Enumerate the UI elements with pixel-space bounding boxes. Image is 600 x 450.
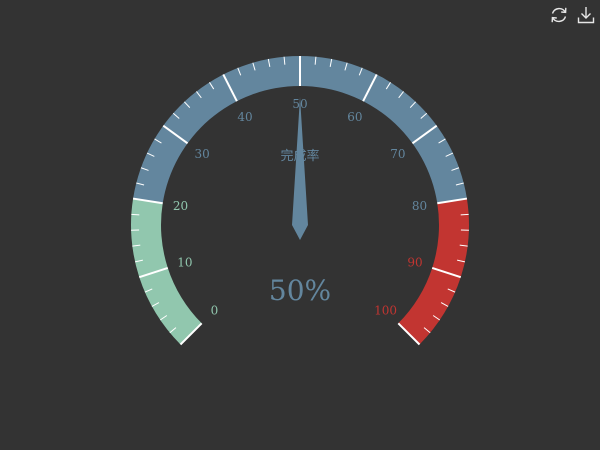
gauge-minor-tick	[447, 288, 456, 293]
download-icon-glyph	[577, 7, 595, 24]
gauge-tick-label: 0	[211, 304, 219, 318]
gauge-tick-label: 80	[412, 199, 427, 213]
gauge-minor-tick	[169, 327, 177, 334]
gauge-minor-tick	[196, 91, 202, 99]
gauge-band-0	[131, 198, 202, 345]
gauge-minor-tick	[445, 152, 454, 157]
gauge-detail-value: 50%	[269, 274, 331, 307]
gauge-tick-label: 100	[374, 304, 397, 318]
gauge-pointer	[292, 97, 308, 240]
gauge-minor-tick	[172, 112, 180, 119]
gauge-minor-tick	[252, 62, 256, 71]
gauge-tick-label: 30	[194, 147, 209, 161]
gauge-split-line	[132, 197, 163, 205]
gauge-split-lines	[132, 56, 468, 346]
gauge-minor-tick	[358, 67, 363, 76]
gauge-minor-tick	[420, 112, 428, 119]
gauge-split-line	[411, 124, 438, 145]
gauge-minor-tick	[423, 327, 431, 334]
gauge-minor-tick	[451, 167, 460, 171]
gauge-minor-tick	[409, 101, 417, 108]
gauge-minor-tick	[314, 56, 317, 65]
gauge-tick-label: 90	[407, 255, 422, 269]
gauge-minor-tick	[144, 288, 153, 293]
gauge-minor-tick	[459, 244, 468, 247]
gauge-minor-tick	[440, 302, 449, 307]
gauge-tick-labels: 0102030405060708090100	[173, 97, 427, 318]
download-icon[interactable]	[575, 4, 597, 26]
gauge-split-line	[397, 322, 421, 346]
gauge-split-line	[222, 73, 238, 102]
gauge-tick-label: 40	[237, 110, 252, 124]
gauge-axis-bands	[131, 55, 470, 345]
gauge-minor-tick	[460, 213, 469, 216]
refresh-icon-glyph	[551, 7, 567, 23]
gauge-minor-tick	[146, 152, 155, 157]
gauge-minor-tick	[237, 67, 242, 76]
gauge-band-2	[398, 198, 470, 345]
gauge-minor-tick	[398, 91, 404, 99]
gauge-minor-tick	[344, 62, 348, 71]
gauge-minor-tick	[183, 101, 191, 108]
gauge-minor-tick	[131, 213, 140, 216]
gauge-tick-label: 60	[347, 110, 362, 124]
gauge-split-line	[437, 197, 468, 205]
gauge-minor-tick	[438, 138, 446, 144]
refresh-icon[interactable]	[548, 4, 570, 26]
gauge-minor-tick	[151, 302, 160, 307]
gauge-minor-tick	[136, 182, 145, 186]
gauge-minor-tick	[209, 82, 215, 90]
gauge-minor-tick	[132, 244, 141, 247]
gauge-minor-tick	[283, 56, 286, 65]
gauge-minor-tick	[140, 167, 149, 171]
gauge-minor-tick	[385, 82, 391, 90]
gauge-split-line	[179, 322, 203, 346]
gauge-minor-tick	[432, 315, 441, 321]
gauge-minor-tick	[457, 259, 466, 263]
gauge-tick-label: 70	[390, 147, 405, 161]
gauge-split-line	[138, 267, 169, 279]
gauge-band-1	[133, 55, 467, 204]
gauge-minor-tick	[329, 58, 333, 67]
gauge-tick-label: 20	[173, 199, 188, 213]
gauge-minor-tick	[134, 259, 143, 263]
gauge-minor-tick	[154, 138, 162, 144]
gauge-minor-tick	[159, 315, 168, 321]
gauge-minor-tick	[267, 58, 271, 67]
gauge-split-line	[362, 73, 378, 102]
gauge-minor-ticks	[131, 56, 469, 334]
gauge-split-line	[431, 267, 462, 279]
gauge-split-line	[162, 124, 189, 145]
gauge-tick-label: 10	[177, 255, 192, 269]
gauge-minor-tick	[455, 182, 464, 186]
